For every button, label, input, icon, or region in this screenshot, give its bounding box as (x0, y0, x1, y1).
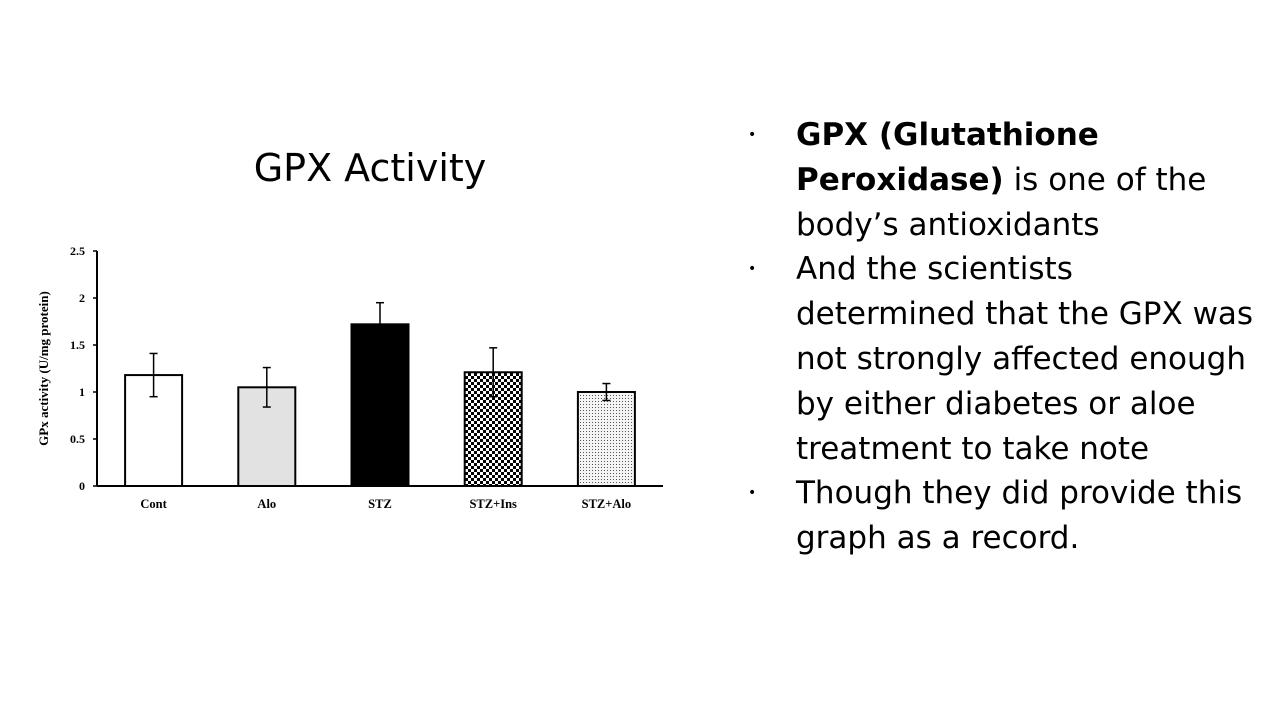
bullet-list: • GPX (Glutathione Peroxidase) is one of… (742, 113, 1262, 561)
y-axis-label: GPx activity (U/mg protein) (36, 291, 51, 446)
x-axis: Cont Alo STZ STZ+Ins STZ+Alo (97, 485, 663, 511)
bullet-bold-text: GPX (Glutathione Peroxidase) (796, 117, 1099, 198)
x-tick-label: STZ+Alo (582, 497, 632, 511)
x-tick-label: STZ (368, 497, 392, 511)
gpx-bar-chart: 0 0.5 1 1.5 2 2.5 Cont Alo STZ STZ+Ins STZ+Alo GP… (30, 235, 680, 525)
bullet-marker: • (748, 485, 757, 502)
y-tick-label: 0.5 (70, 432, 85, 446)
y-tick-label: 1.5 (70, 338, 85, 352)
bullet-marker: • (748, 261, 757, 278)
x-tick-label: Cont (140, 497, 167, 511)
y-tick-label: 1 (79, 385, 85, 399)
y-tick-label: 2 (79, 291, 85, 305)
bars (124, 301, 636, 487)
bullet-text: And the scientists determined that the G… (796, 251, 1254, 467)
bar-STZ (350, 323, 410, 487)
slide-title: GPX Activity (253, 146, 487, 190)
y-axis: 0 0.5 1 1.5 2 2.5 (70, 244, 98, 493)
bar-STZ+Alo (576, 391, 636, 487)
bullet-item-2: • And the scientists determined that the… (742, 247, 1262, 471)
bullet-item-1: • GPX (Glutathione Peroxidase) is one of… (742, 113, 1262, 247)
y-tick-label: 0 (79, 479, 85, 493)
x-tick-label: STZ+Ins (469, 497, 517, 511)
y-tick-label: 2.5 (70, 244, 85, 258)
bullet-item-3: • Though they did provide this graph as … (742, 471, 1262, 561)
bullet-marker: • (748, 127, 757, 143)
bullet-text: Though they did provide this graph as a … (796, 475, 1243, 557)
bullet-text: is one of the body’s antioxidants (796, 161, 1207, 243)
x-tick-label: Alo (257, 497, 276, 511)
chart-svg: 0 0.5 1 1.5 2 2.5 Cont Alo STZ STZ+Ins STZ+Alo GP… (36, 244, 663, 511)
